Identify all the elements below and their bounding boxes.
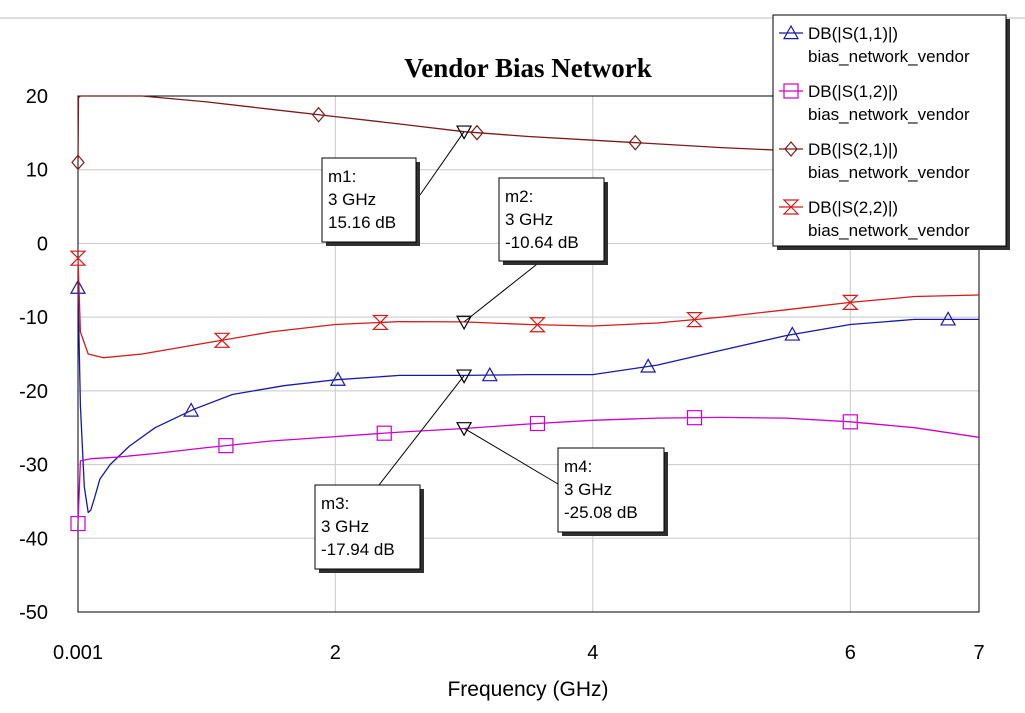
series-point-marker	[69, 250, 87, 266]
series-point-marker	[183, 402, 200, 417]
marker-m1: m1: 3 GHz 15.16 dB	[321, 125, 473, 246]
x-tick-label: 6	[845, 642, 856, 664]
marker-m2: m2: 3 GHz -10.64 dB	[456, 177, 608, 331]
series-point-marker	[213, 332, 231, 348]
series-point-marker	[784, 326, 801, 341]
series-point-marker	[311, 106, 326, 123]
series-point-marker	[686, 312, 703, 328]
series-point-marker	[218, 438, 234, 454]
marker-box	[557, 447, 665, 533]
legend: DB(|S(1,1)|)bias_network_vendorDB(|S(1,2…	[772, 14, 1010, 250]
marker-label-name: m3:	[321, 494, 349, 513]
marker-label-name: m1:	[328, 167, 356, 186]
grid	[78, 96, 979, 612]
series-point-marker	[371, 314, 389, 331]
series-line	[77, 258, 980, 359]
marker-label-value: -25.08 dB	[564, 503, 638, 522]
legend-swatch-marker	[783, 83, 799, 99]
marker-point-icon	[456, 315, 473, 331]
legend-series-name: DB(|S(2,2)|)	[808, 198, 898, 217]
series-point-marker	[686, 410, 703, 426]
series-line	[77, 416, 980, 524]
legend-series-subname: bias_network_vendor	[808, 47, 970, 66]
legend-entry-2: DB(|S(1,2)|) bias_network_vendor	[779, 82, 970, 124]
series-point-marker	[529, 415, 546, 432]
marker-point-icon	[456, 125, 473, 140]
legend-entry-1: DB(|S(1,1)|) bias_network_vendor	[779, 24, 970, 66]
marker-leader-line	[419, 131, 465, 196]
marker-label-name: m2:	[505, 187, 533, 206]
series-point-marker	[628, 134, 643, 151]
series-line	[77, 287, 979, 514]
legend-swatch-marker	[782, 24, 800, 40]
legend-series-subname: bias_network_vendor	[808, 105, 970, 124]
marker-leader-line	[378, 375, 465, 486]
y-tick-label: -20	[19, 381, 48, 403]
series-point-marker	[70, 515, 86, 532]
legend-entry-3: DB(|S(2,1)|) bias_network_vendor	[779, 140, 970, 182]
marker-label-value: 15.16 dB	[328, 213, 396, 232]
legend-series-name: DB(|S(1,1)|)	[808, 24, 898, 43]
y-tick-label: 20	[26, 86, 48, 108]
marker-m3: m3: 3 GHz -17.94 dB	[314, 369, 473, 573]
marker-box	[314, 484, 421, 570]
marker-label-value: -10.64 dB	[505, 233, 579, 252]
legend-series-name: DB(|S(1,2)|)	[808, 82, 898, 101]
marker-box	[321, 157, 417, 243]
series-3	[71, 95, 851, 171]
x-tick-label: 2	[330, 642, 341, 664]
tick-labels: 20 10 0 -10 -20 -30 -40 -500.001 2 4 6 7	[19, 86, 984, 664]
series-point-marker	[329, 371, 346, 386]
series-4	[69, 250, 980, 359]
marker-leader-line	[463, 427, 559, 485]
series-point-marker	[640, 358, 657, 373]
series-2	[70, 410, 980, 532]
marker-label-freq: 3 GHz	[564, 480, 612, 499]
series-point-marker	[71, 154, 85, 171]
marker-leader-line	[463, 260, 542, 323]
series-line	[77, 95, 851, 163]
legend-series-subname: bias_network_vendor	[808, 221, 970, 240]
marker-label-freq: 3 GHz	[321, 517, 369, 536]
x-axis-label: Frequency (GHz)	[447, 678, 608, 701]
marker-label-freq: 3 GHz	[505, 210, 553, 229]
series-point-marker	[842, 414, 858, 430]
y-tick-label: -40	[19, 528, 48, 550]
y-tick-label: -50	[19, 602, 48, 624]
series-layer	[69, 95, 980, 532]
series-point-marker	[481, 366, 498, 382]
series-point-marker	[69, 279, 87, 294]
marker-label-name: m4:	[564, 457, 592, 476]
marker-label-freq: 3 GHz	[328, 190, 376, 209]
legend-series-subname: bias_network_vendor	[808, 163, 970, 182]
plot-frame	[77, 95, 980, 613]
y-tick-label: 0	[37, 233, 48, 255]
legend-box	[772, 14, 1007, 247]
legend-series-name: DB(|S(2,1)|)	[808, 140, 898, 159]
marker-point-icon	[456, 369, 473, 384]
series-point-marker	[940, 311, 957, 326]
x-tick-label: 7	[973, 642, 984, 664]
chart-title: Vendor Bias Network	[404, 53, 652, 83]
legend-swatch-marker	[784, 141, 798, 157]
y-tick-label: -10	[19, 307, 48, 329]
legend-entry-4: DB(|S(2,2)|) bias_network_vendor	[779, 198, 970, 240]
marker-box	[498, 177, 605, 262]
series-point-marker	[528, 317, 546, 333]
marker-label-value: -17.94 dB	[321, 540, 395, 559]
y-tick-label: 10	[26, 160, 48, 182]
series-point-marker	[470, 124, 484, 141]
x-tick-label: 0.001	[53, 642, 103, 664]
marker-layer: m1: 3 GHz 15.16 dB m2: 3 GHz -10.64 dB m3: 3 GH…	[314, 125, 668, 573]
series-point-marker	[376, 425, 392, 441]
x-tick-label: 4	[587, 642, 598, 664]
legend-swatch-marker	[782, 199, 800, 215]
series-1	[69, 279, 979, 514]
marker-m4: m4: 3 GHz -25.08 dB	[456, 422, 668, 536]
marker-point-icon	[456, 422, 473, 437]
series-point-marker	[841, 294, 859, 310]
y-tick-label: -30	[19, 455, 48, 477]
